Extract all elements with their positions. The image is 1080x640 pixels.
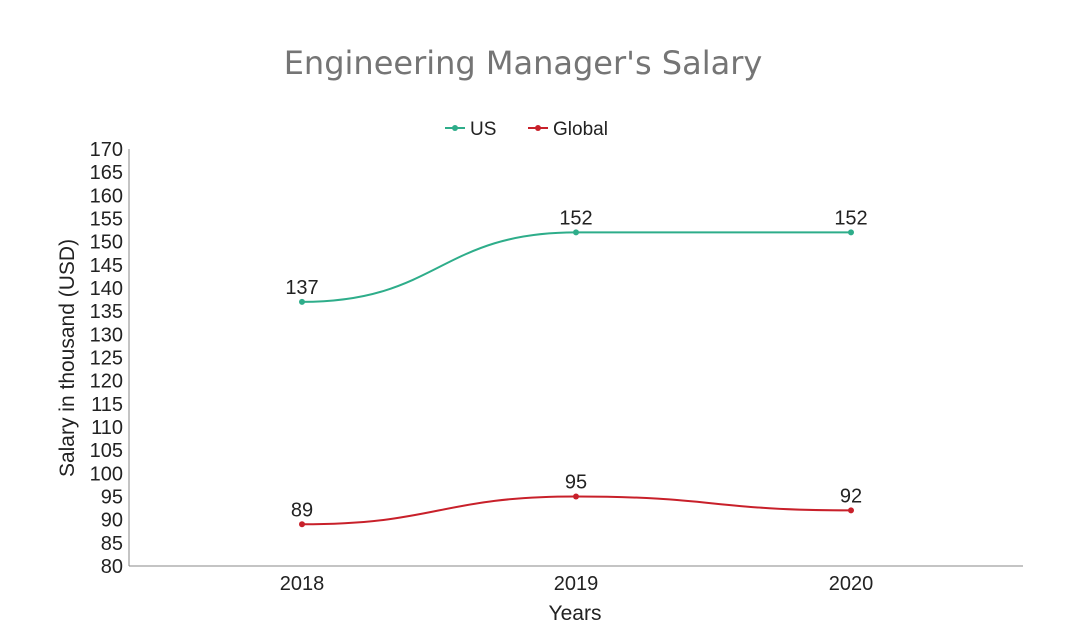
y-tick-label: 105 <box>90 440 123 462</box>
y-tick-label: 150 <box>90 232 123 254</box>
y-tick-label: 160 <box>90 185 123 207</box>
y-tick-label: 120 <box>90 371 123 393</box>
y-tick-label: 90 <box>101 510 123 532</box>
legend: US Global <box>445 119 608 140</box>
y-tick-label: 115 <box>91 394 123 416</box>
legend-marker-icon <box>535 125 541 131</box>
series-global: 89 95 92 <box>291 472 862 528</box>
y-tick-label: 100 <box>90 463 123 485</box>
data-point[interactable] <box>573 493 579 500</box>
data-point[interactable] <box>299 521 305 528</box>
y-tick-label: 80 <box>101 556 123 578</box>
chart-title: Engineering Manager's Salary <box>284 44 763 82</box>
data-label: 152 <box>559 207 592 229</box>
data-label: 89 <box>291 499 313 521</box>
data-point[interactable] <box>299 298 305 305</box>
legend-marker-icon <box>452 125 458 131</box>
series-line <box>301 495 852 526</box>
y-tick-label: 145 <box>90 255 123 277</box>
legend-item-us[interactable]: US <box>445 119 496 140</box>
legend-item-global[interactable]: Global <box>528 119 608 140</box>
data-point[interactable] <box>573 229 579 236</box>
y-tick-label: 110 <box>91 417 123 439</box>
data-label: 95 <box>565 472 587 494</box>
y-tick-label: 125 <box>90 348 123 370</box>
x-tick-label: 2019 <box>554 573 599 595</box>
series-us: 137 152 152 <box>285 207 868 305</box>
data-label: 92 <box>840 485 862 507</box>
data-point[interactable] <box>848 229 854 236</box>
x-axis: 2018 2019 2020 <box>129 565 1023 595</box>
y-tick-label: 135 <box>90 301 123 323</box>
legend-label: US <box>470 119 496 140</box>
y-tick-label: 155 <box>90 209 123 231</box>
y-tick-label: 130 <box>90 324 123 346</box>
data-point[interactable] <box>848 507 854 514</box>
series-line <box>301 231 851 303</box>
legend-label: Global <box>553 119 608 140</box>
y-axis: 8085909510010511011512012513013514014515… <box>90 139 130 578</box>
x-tick-label: 2020 <box>829 573 874 595</box>
y-axis-title: Salary in thousand (USD) <box>56 239 79 477</box>
y-tick-label: 165 <box>90 162 123 184</box>
data-label: 137 <box>285 277 318 299</box>
data-label: 152 <box>834 207 867 229</box>
y-tick-label: 85 <box>101 533 123 555</box>
y-tick-label: 170 <box>90 139 123 161</box>
y-tick-label: 95 <box>101 487 123 509</box>
y-tick-label: 140 <box>90 278 123 300</box>
plot-area: 137 152 152 89 95 92 <box>285 207 868 528</box>
x-axis-title: Years <box>549 602 602 625</box>
x-tick-label: 2018 <box>280 573 325 595</box>
